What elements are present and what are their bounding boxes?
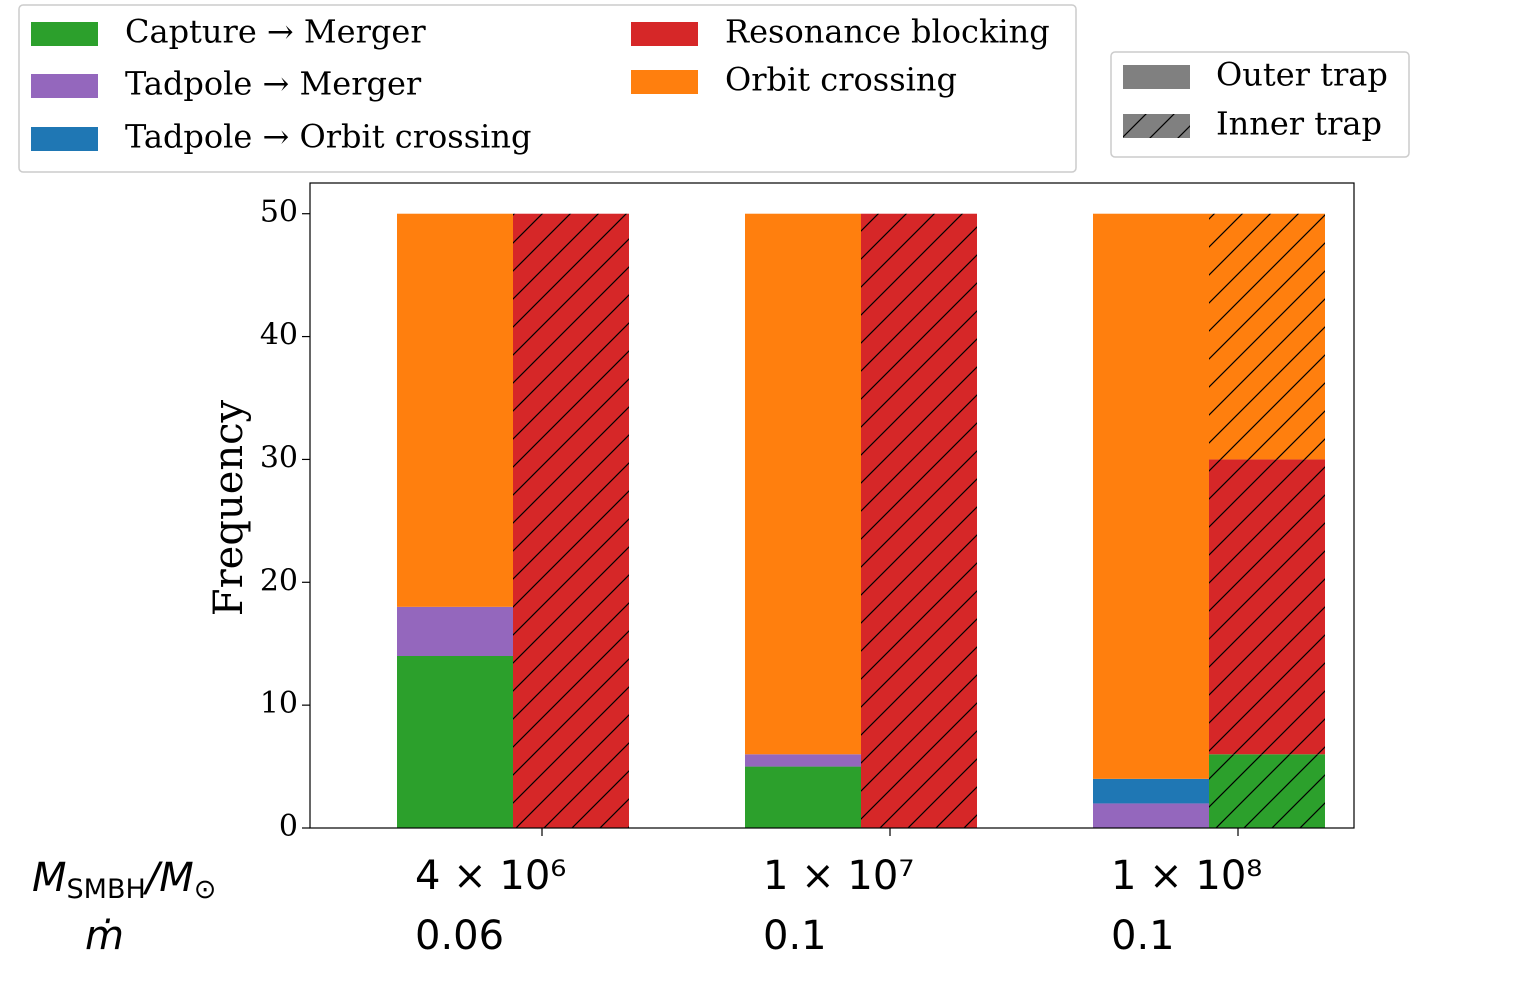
legend-swatch xyxy=(631,70,698,94)
x-tick-label: 4 × 10⁶ xyxy=(415,853,566,899)
x-tick-label: 0.1 xyxy=(763,913,827,959)
legend-swatch xyxy=(31,127,98,151)
y-tick-label: 20 xyxy=(260,563,298,598)
legend-box xyxy=(18,4,1077,173)
y-tick-label: 30 xyxy=(260,440,298,475)
legend-label: Resonance blocking xyxy=(725,13,1050,51)
bar-segment xyxy=(1209,459,1325,755)
row-label: ṁ xyxy=(85,913,124,959)
bar-segment xyxy=(397,656,513,828)
legend-swatch xyxy=(31,74,98,98)
row-label-part: /M xyxy=(143,855,194,901)
legend-label: Outer trap xyxy=(1216,56,1388,94)
x-tick-label: 0.06 xyxy=(415,913,504,959)
x-tick-label: 1 × 10⁸ xyxy=(1111,853,1262,899)
row-label: MSMBH/M⊙ xyxy=(32,855,216,905)
legend-label: Capture → Merger xyxy=(125,13,426,51)
bar-segment xyxy=(1093,778,1209,804)
bar-segment xyxy=(745,766,861,828)
bar-segment xyxy=(861,213,977,828)
legend-label: Tadpole → Merger xyxy=(125,65,422,103)
row-label-part: M xyxy=(32,855,67,901)
legend-label: Tadpole → Orbit crossing xyxy=(125,118,531,156)
legend-label: Orbit crossing xyxy=(725,61,957,99)
bar-segment xyxy=(1093,803,1209,828)
legend-swatch xyxy=(631,22,698,46)
bar-segment xyxy=(1209,213,1325,460)
legend-swatch xyxy=(1123,65,1190,89)
y-axis-label: Frequency xyxy=(206,399,252,616)
bar-segment xyxy=(397,213,513,607)
bar-segment xyxy=(1093,213,1209,779)
y-tick-label: 40 xyxy=(260,318,298,353)
plot-frame xyxy=(309,182,1355,829)
row-label-part: SMBH xyxy=(67,874,146,905)
bar-segment xyxy=(513,213,629,828)
legend-swatch xyxy=(31,22,98,46)
y-tick-label: 50 xyxy=(260,195,298,230)
legend-label: Inner trap xyxy=(1216,105,1382,143)
bar-segment xyxy=(1209,754,1325,828)
y-tick-label: 0 xyxy=(279,809,298,844)
bar-segment xyxy=(397,606,513,656)
x-tick-label: 0.1 xyxy=(1111,913,1175,959)
y-tick-label: 10 xyxy=(260,686,298,721)
row-label-part: ⊙ xyxy=(194,874,217,905)
bar-segment xyxy=(745,754,861,767)
bar-segment xyxy=(745,213,861,755)
x-tick-label: 1 × 10⁷ xyxy=(763,853,914,899)
legend-swatch xyxy=(1123,114,1190,138)
